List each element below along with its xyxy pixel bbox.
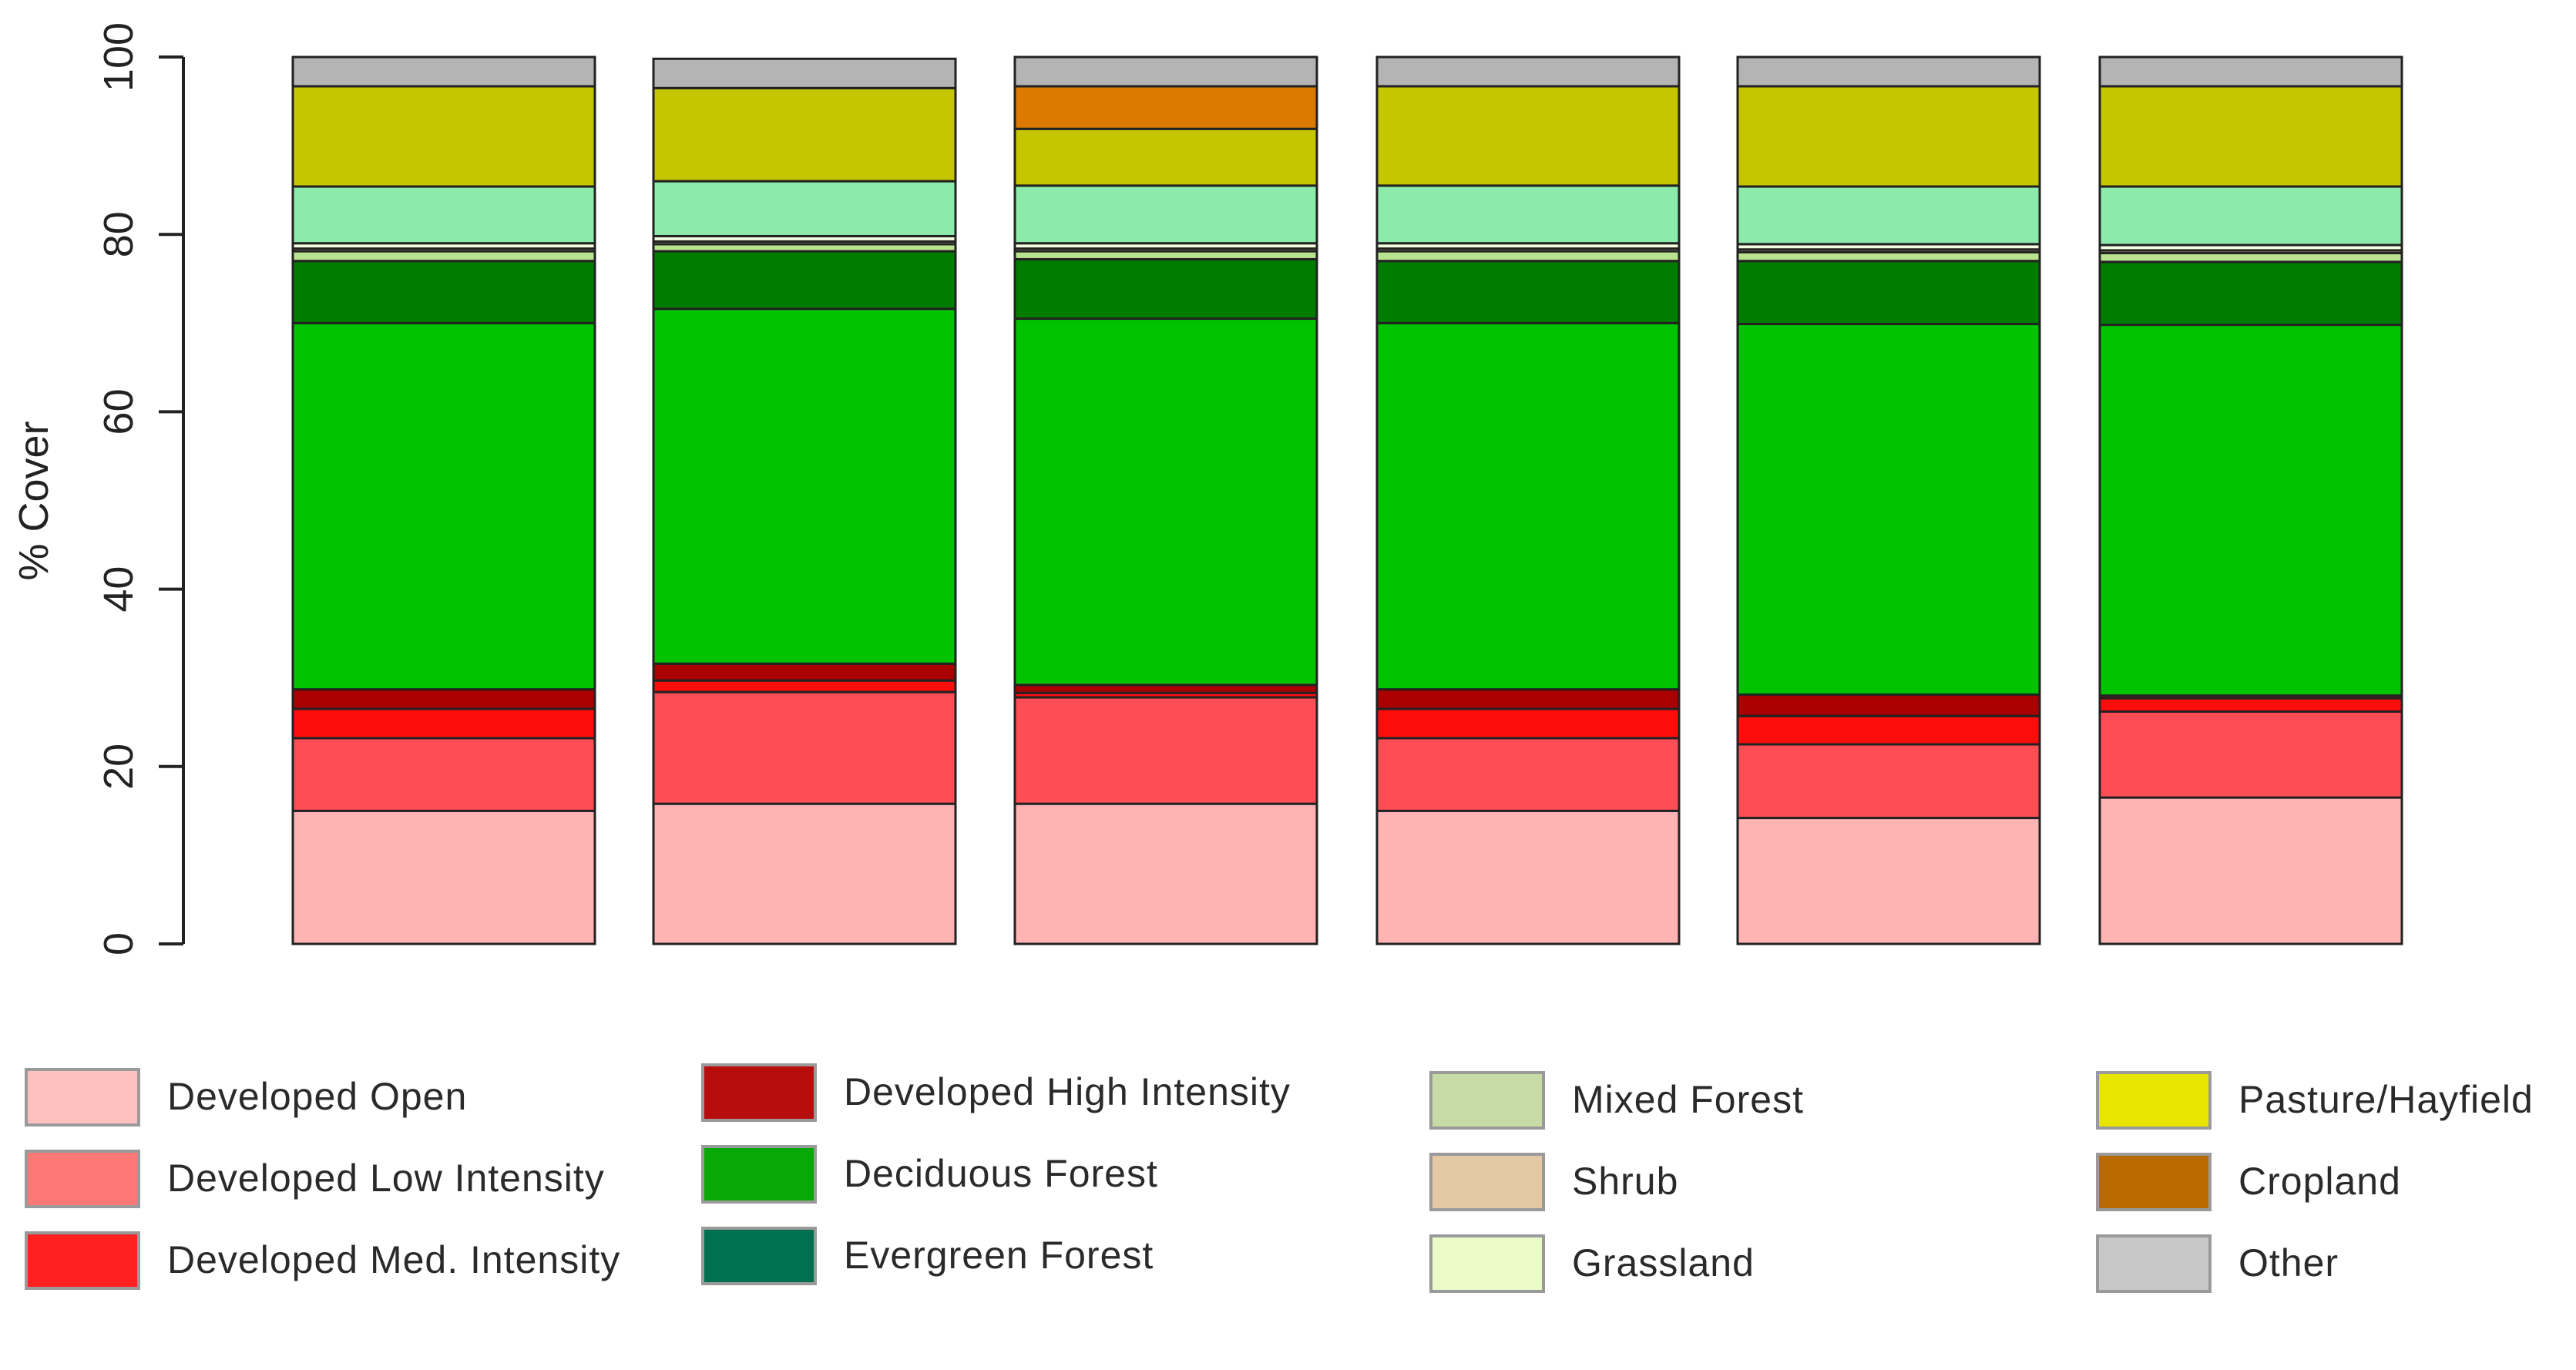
bar-segment	[1013, 250, 1318, 260]
bar-stack	[2098, 55, 2403, 945]
legend-swatch	[701, 1063, 817, 1122]
bar-segment	[1736, 260, 2041, 325]
bar-segment	[1736, 743, 2041, 820]
legend-swatch	[701, 1145, 817, 1204]
y-tick-label: 20	[96, 744, 142, 790]
bar-segment	[291, 688, 596, 710]
bar-segment	[1013, 127, 1318, 187]
bar-stack	[1736, 55, 2041, 945]
legend: Developed Open Developed Low Intensity D…	[0, 1063, 2576, 1370]
bar-segment	[652, 307, 957, 665]
bar-segment	[1736, 693, 2041, 717]
bar-segment	[291, 809, 596, 945]
bar-segment	[1013, 184, 1318, 245]
bar-segment	[2098, 324, 2403, 697]
bar-segment	[1375, 250, 1681, 263]
legend-label: Developed High Intensity	[844, 1070, 1291, 1113]
bar-segment	[2098, 260, 2403, 327]
legend-label: Shrub	[1572, 1160, 1679, 1203]
legend-label: Cropland	[2238, 1160, 2401, 1203]
bar-segment	[1013, 85, 1318, 130]
bar-segment	[652, 662, 957, 682]
legend-swatch	[1429, 1071, 1545, 1130]
bar-segment	[291, 707, 596, 740]
bar-segment	[2098, 85, 2403, 188]
bar-segment	[1013, 683, 1318, 694]
bar-stack	[291, 55, 596, 945]
bar-segment	[1375, 184, 1681, 245]
bar-segment	[291, 260, 596, 324]
bar-segment	[1375, 707, 1681, 740]
bar-stack	[1375, 55, 1681, 945]
bar-segment	[291, 185, 596, 245]
legend-swatch	[25, 1068, 140, 1127]
bar-segment	[2098, 251, 2403, 264]
bar-segment	[1375, 688, 1681, 710]
bar-stack	[1013, 55, 1318, 945]
y-axis-label: % Cover	[11, 421, 57, 580]
bar-segment	[1375, 737, 1681, 812]
bar-segment	[1736, 322, 2041, 697]
legend-swatch	[2096, 1071, 2212, 1130]
y-tick-label: 100	[96, 22, 142, 92]
bar-segment	[2098, 710, 2403, 799]
legend-swatch	[2096, 1153, 2212, 1211]
bar-segment	[291, 55, 596, 88]
bar-segment	[1375, 55, 1681, 88]
bar-segment	[652, 690, 957, 805]
bar-segment	[2098, 796, 2403, 945]
bar-segment	[1736, 714, 2041, 746]
legend-swatch	[1429, 1153, 1545, 1211]
legend-label: Other	[2238, 1241, 2339, 1284]
bar-segment	[1736, 185, 2041, 246]
bar-segment	[1013, 696, 1318, 805]
legend-swatch	[25, 1231, 140, 1290]
y-tick-label: 60	[96, 388, 142, 435]
legend-label: Mixed Forest	[1572, 1078, 1804, 1121]
bar-segment	[1375, 809, 1681, 945]
bar-segment	[1013, 802, 1318, 945]
y-tick-label: 80	[96, 211, 142, 257]
legend-swatch	[25, 1150, 140, 1208]
legend-label: Pasture/Hayfield	[2238, 1078, 2534, 1121]
bar-segment	[2098, 697, 2403, 713]
bar-segment	[291, 85, 596, 188]
bar-segment	[291, 737, 596, 812]
bar-segment	[652, 679, 957, 693]
legend-label: Developed Low Intensity	[167, 1157, 605, 1200]
bar-segment	[1375, 85, 1681, 187]
bar-segment	[291, 321, 596, 691]
bar-segment	[2098, 55, 2403, 88]
bar-segment	[1375, 321, 1681, 691]
bars	[291, 55, 2403, 945]
bar-segment	[1736, 250, 2041, 263]
y-axis: 0 20 40 60 80 100	[96, 22, 185, 955]
bar-segment	[1013, 257, 1318, 321]
bar-segment	[291, 250, 596, 263]
legend-swatch	[701, 1227, 817, 1285]
bar-segment	[652, 57, 957, 89]
bar-segment	[1013, 55, 1318, 88]
bar-segment	[652, 250, 957, 311]
bar-segment	[652, 86, 957, 183]
bar-segment	[2098, 185, 2403, 247]
legend-label: Developed Open	[167, 1075, 468, 1118]
bar-segment	[1013, 317, 1318, 687]
bar-stack	[652, 57, 957, 945]
legend-swatch	[1429, 1234, 1545, 1293]
bar-segment	[652, 802, 957, 945]
legend-label: Grassland	[1572, 1241, 1755, 1284]
y-tick-label: 0	[96, 932, 142, 955]
legend-label: Developed Med. Intensity	[167, 1238, 621, 1281]
bar-segment	[1736, 55, 2041, 88]
legend-swatch	[2096, 1234, 2212, 1293]
bar-segment	[1736, 817, 2041, 945]
bar-segment	[1736, 85, 2041, 188]
bar-segment	[1375, 260, 1681, 324]
bar-segment	[652, 180, 957, 238]
legend-label: Deciduous Forest	[844, 1152, 1158, 1195]
legend-label: Evergreen Forest	[844, 1234, 1154, 1277]
y-tick-label: 40	[96, 566, 142, 613]
